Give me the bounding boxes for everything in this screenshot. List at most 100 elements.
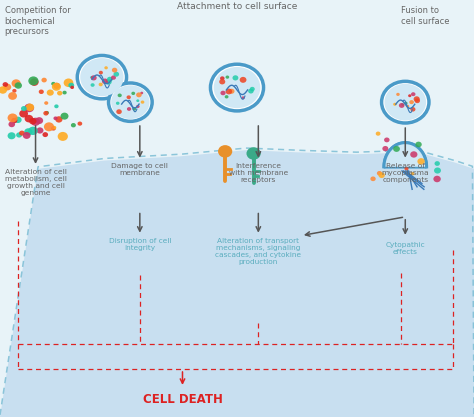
Circle shape <box>61 113 69 120</box>
Circle shape <box>9 121 15 127</box>
Circle shape <box>25 115 33 123</box>
Circle shape <box>106 79 112 85</box>
Circle shape <box>127 95 131 99</box>
Text: Fusion to
cell surface: Fusion to cell surface <box>401 6 449 26</box>
Circle shape <box>112 68 118 73</box>
Circle shape <box>401 103 404 106</box>
Circle shape <box>63 91 67 95</box>
Circle shape <box>393 103 397 106</box>
Circle shape <box>107 77 113 82</box>
Circle shape <box>136 93 142 97</box>
Circle shape <box>382 81 429 123</box>
Circle shape <box>24 128 33 136</box>
Circle shape <box>214 67 260 108</box>
Circle shape <box>52 83 61 91</box>
Circle shape <box>111 85 149 119</box>
Circle shape <box>408 94 411 97</box>
Circle shape <box>54 104 59 108</box>
Circle shape <box>410 172 414 176</box>
Circle shape <box>77 55 127 99</box>
Circle shape <box>410 151 418 158</box>
Circle shape <box>11 118 18 123</box>
Circle shape <box>435 161 440 166</box>
Circle shape <box>71 123 76 128</box>
Circle shape <box>35 117 43 124</box>
Circle shape <box>240 77 246 83</box>
Circle shape <box>226 88 232 94</box>
Circle shape <box>410 107 416 112</box>
Circle shape <box>3 84 11 90</box>
Circle shape <box>210 64 264 111</box>
Circle shape <box>404 167 409 171</box>
Circle shape <box>409 100 414 104</box>
Text: CELL DEATH: CELL DEATH <box>143 393 222 406</box>
Circle shape <box>99 71 103 74</box>
Circle shape <box>54 116 58 120</box>
Circle shape <box>104 66 108 69</box>
Circle shape <box>39 90 44 94</box>
Circle shape <box>415 98 420 103</box>
Text: Competition for
biochemical
precursors: Competition for biochemical precursors <box>5 6 71 36</box>
Circle shape <box>70 85 74 89</box>
Polygon shape <box>384 143 427 167</box>
Circle shape <box>14 117 22 123</box>
Text: Interference
with membrane
receptors: Interference with membrane receptors <box>229 163 288 183</box>
Circle shape <box>246 147 261 160</box>
Circle shape <box>51 82 55 86</box>
Circle shape <box>141 100 145 104</box>
Circle shape <box>370 176 376 181</box>
Circle shape <box>68 83 74 88</box>
Circle shape <box>384 84 426 121</box>
Circle shape <box>24 103 34 112</box>
Circle shape <box>52 126 56 130</box>
Circle shape <box>220 90 226 95</box>
Circle shape <box>44 122 54 131</box>
Circle shape <box>19 110 28 118</box>
Circle shape <box>434 168 441 173</box>
Circle shape <box>136 105 140 108</box>
Circle shape <box>127 107 131 111</box>
Circle shape <box>383 146 388 151</box>
Circle shape <box>116 109 122 114</box>
Circle shape <box>21 106 27 111</box>
Circle shape <box>404 102 408 105</box>
Polygon shape <box>0 150 474 417</box>
Circle shape <box>232 75 238 80</box>
Circle shape <box>16 132 22 138</box>
Circle shape <box>2 82 8 87</box>
Circle shape <box>0 86 7 94</box>
Circle shape <box>102 78 108 84</box>
Circle shape <box>393 146 400 152</box>
Circle shape <box>77 121 82 126</box>
Text: Damage to cell
membrane: Damage to cell membrane <box>111 163 168 176</box>
Text: Attachment to cell surface: Attachment to cell surface <box>177 2 297 11</box>
Circle shape <box>226 75 229 79</box>
Circle shape <box>8 113 18 122</box>
Circle shape <box>31 118 40 126</box>
Circle shape <box>116 102 119 105</box>
Circle shape <box>84 90 89 95</box>
Circle shape <box>418 158 425 165</box>
Circle shape <box>19 131 25 136</box>
Circle shape <box>47 90 54 96</box>
Circle shape <box>218 145 232 158</box>
Circle shape <box>57 91 63 95</box>
Circle shape <box>396 93 400 96</box>
Circle shape <box>79 77 88 85</box>
Circle shape <box>45 111 49 114</box>
Text: Alteration of cell
metabolism, cell
growth and cell
genome: Alteration of cell metabolism, cell grow… <box>5 169 66 196</box>
Circle shape <box>433 176 441 182</box>
Circle shape <box>58 132 68 141</box>
Circle shape <box>12 89 17 93</box>
Text: Alteration of transport
mechanisms, signaling
cascades, and cytokine
production: Alteration of transport mechanisms, sign… <box>215 238 301 265</box>
Circle shape <box>44 101 48 105</box>
Circle shape <box>28 76 38 85</box>
Circle shape <box>406 105 409 108</box>
Circle shape <box>376 131 381 136</box>
Circle shape <box>15 82 22 89</box>
Circle shape <box>248 89 254 93</box>
Circle shape <box>111 75 116 80</box>
Circle shape <box>250 87 255 91</box>
Circle shape <box>53 83 60 89</box>
Circle shape <box>80 58 124 96</box>
